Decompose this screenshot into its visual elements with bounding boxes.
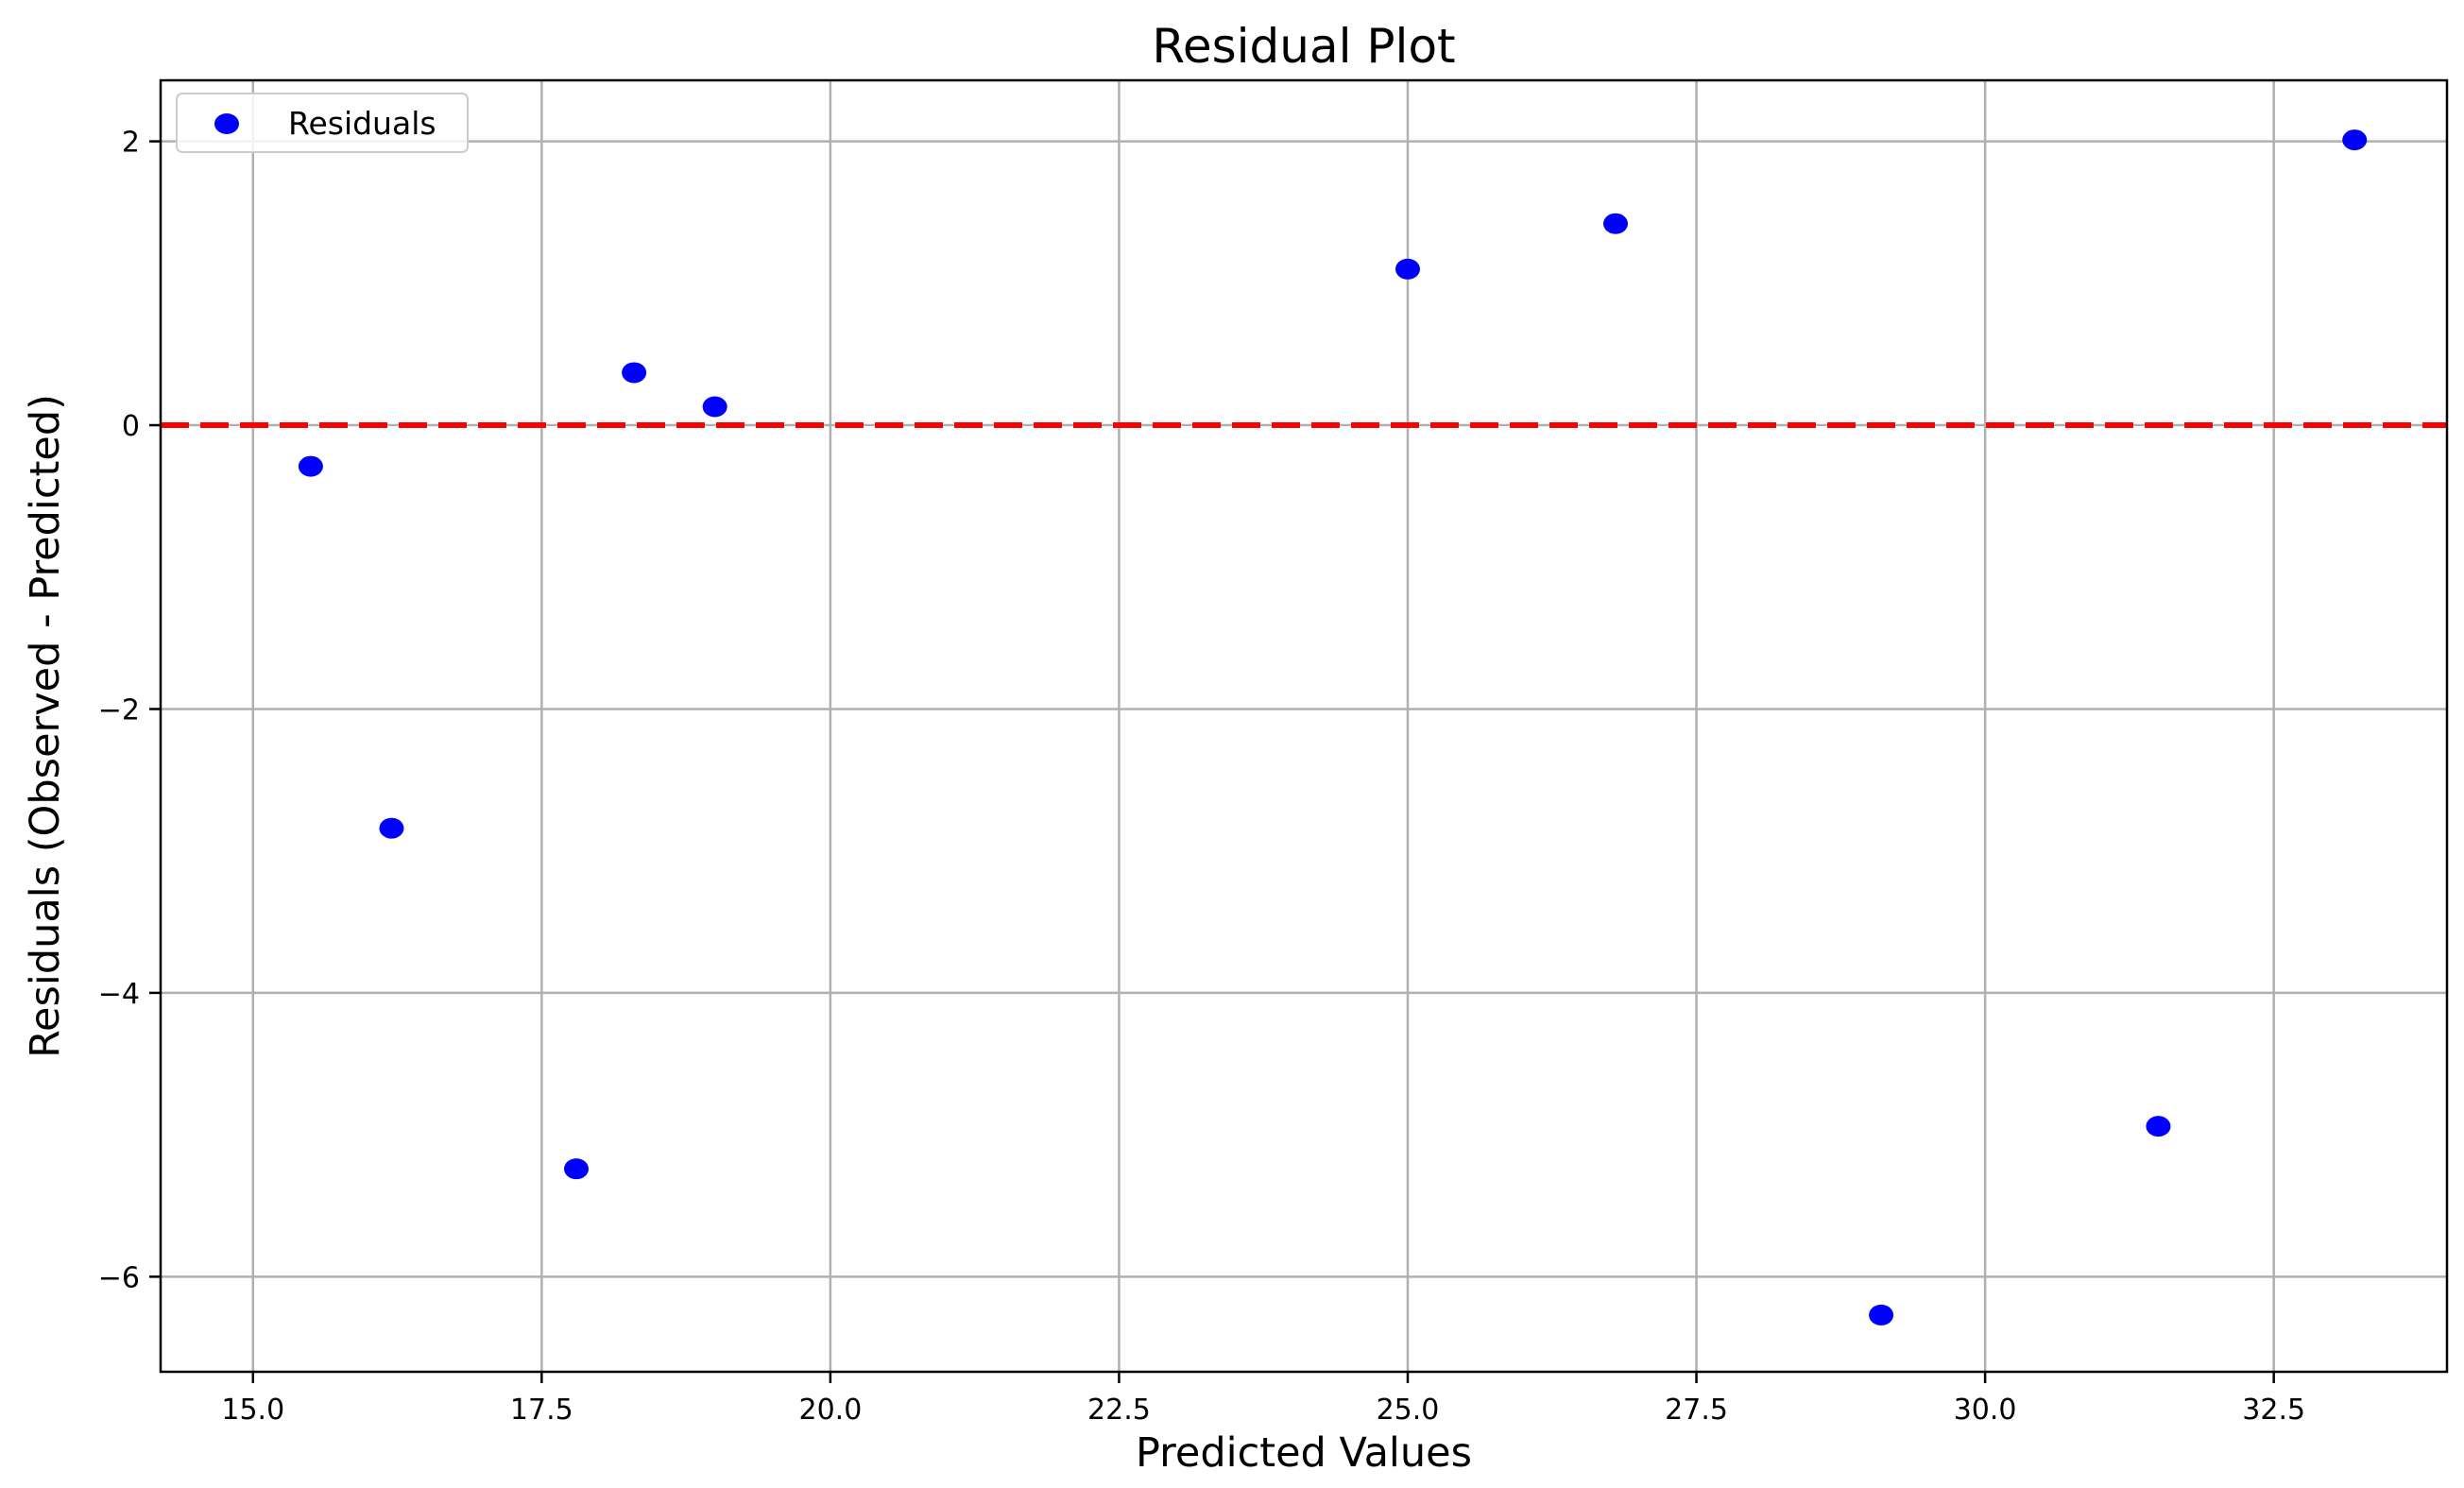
chart-title: Residual Plot — [1152, 19, 1455, 74]
data-point — [702, 396, 727, 418]
x-tick-label: 22.5 — [1087, 1394, 1151, 1427]
grid-lines — [161, 80, 2447, 1372]
data-point — [1869, 1304, 1894, 1326]
legend-label: Residuals — [288, 105, 436, 142]
y-tick-label: 0 — [122, 410, 140, 443]
x-axis-ticks: 15.0 17.5 20.0 22.5 25.0 27.5 30.0 32.5 — [221, 1372, 2305, 1427]
data-point — [379, 817, 404, 839]
x-tick-label: 17.5 — [510, 1394, 573, 1427]
legend-box — [176, 93, 469, 153]
x-tick-label: 27.5 — [1665, 1394, 1728, 1427]
data-point — [2146, 1116, 2171, 1137]
data-point — [1603, 213, 1628, 234]
x-axis-label: Predicted Values — [1136, 1429, 1472, 1477]
y-tick-label: 2 — [122, 127, 140, 160]
x-tick-label: 25.0 — [1377, 1394, 1440, 1427]
x-tick-label: 30.0 — [1954, 1394, 2017, 1427]
x-tick-label: 20.0 — [798, 1394, 862, 1427]
data-point — [622, 362, 647, 384]
data-point — [1395, 258, 1420, 280]
data-point — [564, 1158, 589, 1180]
y-axis-ticks: 2 0 −2 −4 −6 — [98, 127, 161, 1294]
plot-frame — [159, 78, 2449, 1374]
residual-points — [298, 129, 2368, 1326]
y-tick-label: −2 — [98, 693, 140, 727]
data-point — [298, 455, 323, 477]
x-tick-label: 32.5 — [2242, 1394, 2305, 1427]
y-tick-label: −6 — [98, 1261, 140, 1294]
legend-marker — [214, 113, 239, 134]
y-tick-label: −4 — [98, 978, 140, 1011]
y-axis-label: Residuals (Observed - Predicted) — [22, 394, 69, 1058]
data-point — [2342, 129, 2368, 151]
x-tick-label: 15.0 — [221, 1394, 284, 1427]
legend: Residuals — [176, 93, 469, 153]
